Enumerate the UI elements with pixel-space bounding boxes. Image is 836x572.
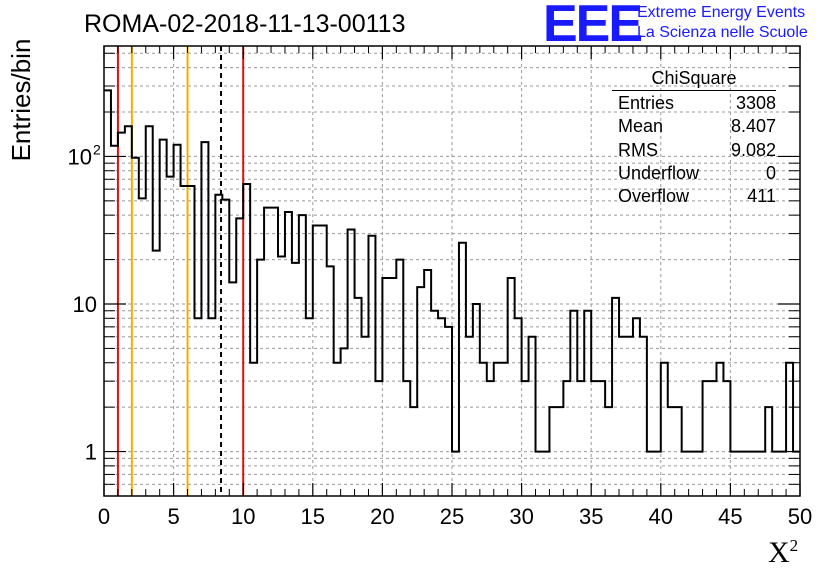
y-tick-label-sup: 2 xyxy=(93,141,101,157)
stats-label: Mean xyxy=(618,116,664,137)
axis-ticks xyxy=(103,46,801,497)
stats-box: ChiSquare Entries 3308 Mean 8.407 RMS 9.082… xyxy=(612,68,776,208)
y-axis-label: Entries/bin xyxy=(6,38,36,162)
stats-label: Overflow xyxy=(618,186,690,207)
stats-row: Overflow 411 xyxy=(612,185,776,208)
x-tick-label: 15 xyxy=(301,504,325,529)
x-tick-label: 50 xyxy=(788,504,812,529)
x-tick-label: 45 xyxy=(718,504,742,529)
x-tick-label: 0 xyxy=(98,504,110,529)
stats-row: RMS 9.082 xyxy=(612,139,776,162)
x-tick-label: 20 xyxy=(370,504,394,529)
logo-line-1: Extreme Energy Events xyxy=(637,4,806,21)
y-tick-label: 10 xyxy=(68,144,92,169)
x-tick-label: 10 xyxy=(231,504,255,529)
stats-row: Entries 3308 xyxy=(612,92,776,115)
y-tick-label: 1 xyxy=(85,440,97,465)
logo-line-2: La Scienza nelle Scuole xyxy=(637,24,808,41)
stats-value: 9.082 xyxy=(730,139,776,160)
stats-value: 3308 xyxy=(735,93,776,113)
x-tick-label: 25 xyxy=(440,504,464,529)
x-axis-label-text: X xyxy=(768,536,790,569)
x-tick-label: 30 xyxy=(509,504,533,529)
histogram-series xyxy=(104,89,800,453)
x-axis-label-sup: 2 xyxy=(789,536,799,555)
stats-label: Entries xyxy=(618,93,675,113)
chart-title: ROMA-02-2018-11-13-00113 xyxy=(84,10,406,38)
stats-row: Underflow 0 xyxy=(612,162,776,185)
x-tick-label: 40 xyxy=(649,504,673,529)
x-axis-label: X2 xyxy=(768,536,798,570)
eee-logo-icon: EEE xyxy=(543,0,643,53)
x-tick-label: 35 xyxy=(579,504,603,529)
stats-value: 411 xyxy=(747,186,776,207)
stats-label: Underflow xyxy=(618,162,700,183)
x-tick-label: 5 xyxy=(167,504,179,529)
stats-title: ChiSquare xyxy=(612,68,776,91)
stats-row: Mean 8.407 xyxy=(612,115,776,138)
stats-label: RMS xyxy=(618,139,658,160)
stats-value: 0 xyxy=(765,162,776,183)
stats-value: 8.407 xyxy=(730,116,776,137)
reference-lines xyxy=(116,46,245,496)
y-tick-label: 10 xyxy=(73,292,97,317)
